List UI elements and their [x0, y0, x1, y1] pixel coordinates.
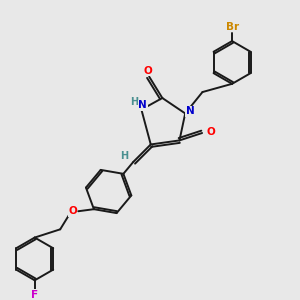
Text: O: O: [207, 127, 215, 137]
Text: H: H: [120, 151, 128, 161]
Text: O: O: [68, 206, 77, 216]
Text: F: F: [31, 290, 38, 300]
Text: O: O: [143, 66, 152, 76]
Text: N: N: [138, 100, 147, 110]
Text: Br: Br: [226, 22, 239, 32]
Text: N: N: [186, 106, 194, 116]
Text: H: H: [130, 97, 138, 107]
